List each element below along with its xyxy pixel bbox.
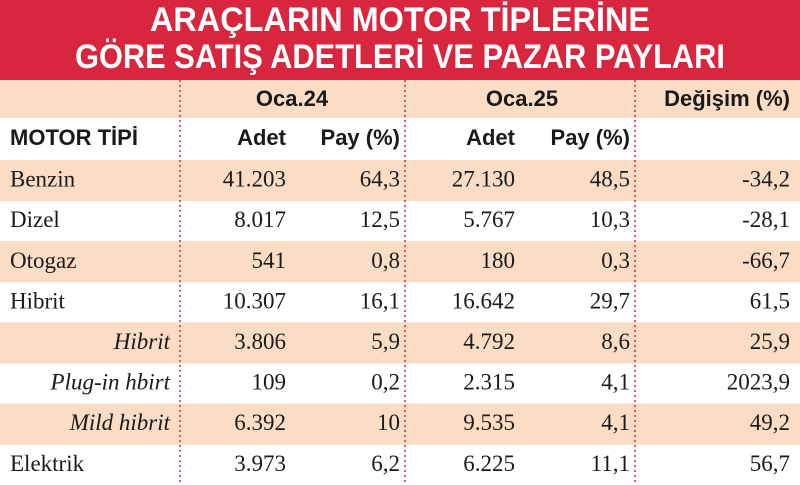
cell: 41.203 (223, 167, 286, 192)
cell: 4,1 (601, 410, 630, 435)
cell: 6.225 (463, 451, 515, 476)
cell: 64,3 (360, 167, 400, 192)
cell: 10,3 (590, 207, 630, 232)
cell: 3.806 (234, 329, 286, 354)
cell: 29,7 (590, 288, 630, 313)
cell: 11,1 (591, 451, 630, 476)
cell: 2023,9 (727, 370, 790, 395)
cell: 12,5 (360, 207, 400, 232)
cell: 0,8 (371, 248, 400, 273)
row-label: Hibrit (10, 288, 66, 313)
cell: 27.130 (452, 167, 515, 192)
cell: -34,2 (742, 167, 790, 192)
title-line: ARAÇLARIN MOTOR TİPLERİNE (150, 1, 650, 39)
cell: 10 (377, 410, 400, 435)
cell: 541 (252, 248, 287, 273)
cell: 8,6 (601, 329, 630, 354)
cell: 0,3 (601, 248, 630, 273)
cell: 5,9 (371, 329, 400, 354)
cell: 2.315 (463, 370, 515, 395)
row-band (0, 322, 800, 364)
row-label: Mild hibrit (69, 410, 171, 435)
row-band (0, 403, 800, 445)
row-label: Dizel (10, 207, 60, 232)
cell: 8.017 (234, 207, 286, 232)
cell: 3.973 (234, 451, 286, 476)
cell: -28,1 (742, 207, 790, 232)
cell: 5.767 (463, 207, 515, 232)
column-header: Adet (237, 125, 287, 150)
cell: 25,9 (750, 329, 790, 354)
table-body: Oca.24 Oca.25 Değişim (%) MOTOR TİPİ Adet Pay… (0, 86, 800, 476)
cell: 48,5 (590, 167, 630, 192)
group-header: Oca.25 (486, 86, 558, 111)
cell: 109 (252, 370, 287, 395)
column-header: Pay (%) (551, 125, 630, 150)
cell: 56,7 (750, 451, 790, 476)
cell: 16,1 (360, 288, 400, 313)
cell: 4,1 (601, 370, 630, 395)
cell: 0,2 (371, 370, 400, 395)
cell: 4.792 (463, 329, 515, 354)
cell: 16.642 (452, 288, 515, 313)
column-header: Pay (%) (321, 125, 400, 150)
row-band (0, 241, 800, 283)
group-header: Oca.24 (256, 86, 329, 111)
cell: -66,7 (742, 248, 790, 273)
row-label: Hibrit (113, 329, 171, 354)
cell: 61,5 (750, 288, 790, 313)
cell: 49,2 (750, 410, 790, 435)
row-label: Plug-in hbirt (50, 370, 171, 395)
title-band (0, 0, 800, 80)
group-header: Değişim (%) (664, 86, 790, 111)
column-header: Adet (466, 125, 516, 150)
row-label: Benzin (10, 167, 76, 192)
row-label: Otogaz (10, 248, 76, 273)
cell: 6,2 (371, 451, 400, 476)
title-line: GÖRE SATIŞ ADETLERİ VE PAZAR PAYLARI (75, 38, 725, 76)
cell: 6.392 (234, 410, 286, 435)
cell: 9.535 (463, 410, 515, 435)
cell: 10.307 (223, 288, 286, 313)
row-band (0, 160, 800, 202)
group-header-band (0, 80, 800, 118)
row-label: Elektrik (10, 451, 85, 476)
column-header: MOTOR TİPİ (10, 125, 138, 150)
cell: 180 (481, 248, 516, 273)
